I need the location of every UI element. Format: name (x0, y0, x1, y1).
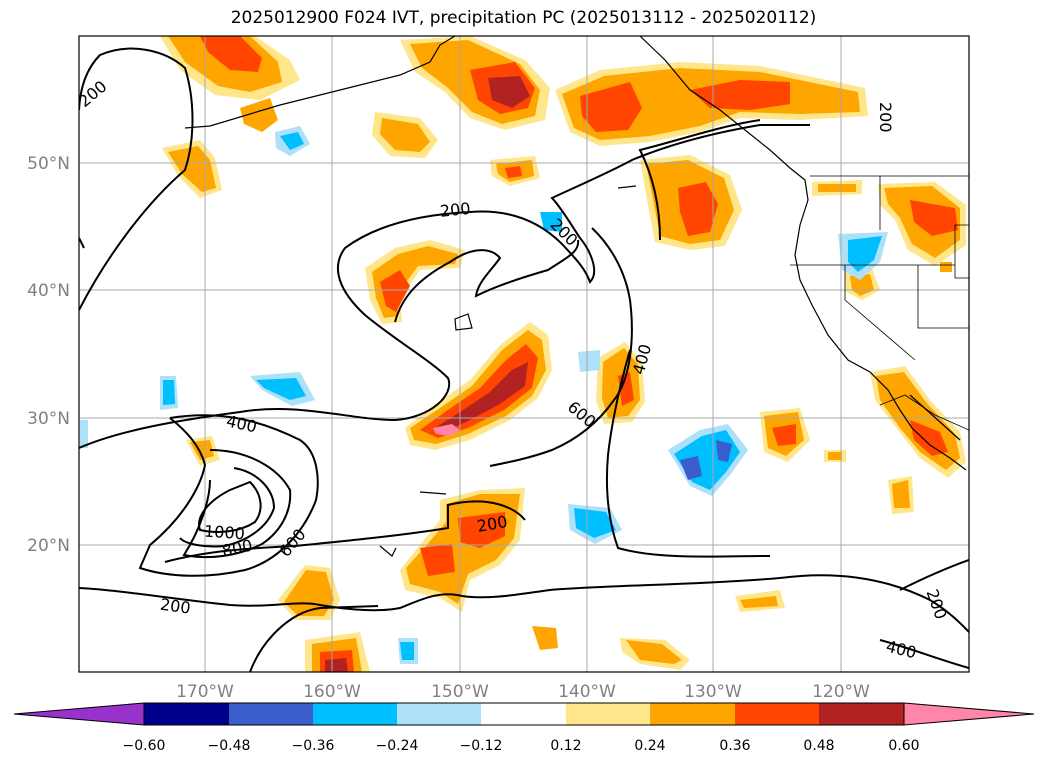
precip-region (680, 456, 702, 480)
precip-region (256, 378, 306, 400)
coastlines (184, 36, 967, 557)
precip-region (505, 166, 522, 178)
precip-region (420, 344, 538, 438)
precip-region (532, 626, 558, 650)
precip-region (574, 508, 616, 538)
ivt-contour-200 (899, 559, 969, 591)
colorbar-tick: 0.36 (719, 738, 750, 754)
precip-region (168, 146, 216, 192)
lon-label: 140°W (558, 682, 616, 702)
precip-region (626, 640, 682, 664)
precip-region (200, 36, 262, 72)
colorbar-bin (481, 703, 566, 725)
precip-region (80, 420, 88, 448)
ivt-contour-400 (605, 349, 771, 558)
longitude-labels: 170°W 160°W 150°W 140°W 130°W 120°W (176, 682, 870, 702)
precip-region (716, 440, 732, 462)
ivt-contour-800 (179, 467, 276, 548)
precip-region (772, 424, 796, 446)
colorbar: −0.60 −0.48 −0.36 −0.24 −0.12 0.12 0.24 … (13, 702, 1035, 754)
precip-region (420, 544, 455, 576)
contour-label: 1000 (203, 521, 245, 543)
colorbar-bin (650, 703, 735, 725)
lat-label: 30°N (27, 409, 70, 429)
colorbar-tick: −0.36 (292, 738, 335, 754)
precip-region (848, 236, 882, 272)
lat-label: 50°N (27, 154, 70, 174)
ivt-contour-200 (249, 605, 379, 672)
precip-region (380, 270, 410, 312)
precip-region (458, 512, 505, 548)
precip-region (678, 182, 718, 236)
precip-region (435, 362, 528, 432)
colorbar-bin (819, 703, 904, 725)
precip-region (433, 424, 460, 436)
colorbar-tick: −0.48 (208, 738, 251, 754)
precip-region (280, 132, 304, 150)
state-borders (790, 175, 969, 431)
precip-region (740, 596, 778, 608)
map-frame (78, 35, 970, 673)
lon-label: 160°W (303, 682, 361, 702)
colorbar-tick: 0.24 (634, 738, 665, 754)
precip-region (488, 76, 530, 108)
colorbar-tick: 0.12 (550, 738, 581, 754)
precip-region (540, 212, 562, 232)
colorbar-tick: 0.48 (803, 738, 834, 754)
map-content: 200 200 200 200 200 200 200 400 400 400 … (79, 36, 969, 672)
lon-label: 170°W (176, 682, 234, 702)
precip-region (892, 480, 910, 508)
graticule (79, 36, 969, 672)
ivt-contour-400 (138, 414, 319, 577)
colorbar-tick: −0.12 (460, 738, 503, 754)
ivt-contour-200 (164, 500, 526, 563)
colorbar-tick: −0.24 (376, 738, 419, 754)
ivt-contours (79, 47, 969, 672)
contour-label: 200 (439, 199, 471, 221)
precip-region (325, 658, 348, 672)
ivt-contour-400 (638, 119, 761, 241)
ivt-contour-400 (879, 639, 969, 669)
ivt-contour-600 (489, 227, 633, 467)
colorbar-bin (229, 703, 313, 725)
ivt-contour-200 (394, 239, 580, 323)
colorbar-extend-low (13, 702, 145, 726)
map-title: 2025012900 F024 IVT, precipitation PC (2… (230, 8, 817, 28)
lon-label: 150°W (431, 682, 489, 702)
precip-region (690, 80, 790, 110)
precip-region (818, 184, 856, 192)
precip-region (400, 642, 414, 660)
precip-region (578, 350, 600, 372)
precip-region (828, 452, 842, 460)
precip-region (940, 262, 952, 272)
contour-label: 200 (876, 102, 895, 133)
precip-region (380, 118, 430, 152)
precip-region (910, 420, 948, 456)
ivt-contour-200 (79, 237, 85, 249)
colorbar-outline (143, 702, 905, 726)
colorbar-tick: 0.60 (888, 738, 919, 754)
precip-region (910, 200, 958, 236)
lon-label: 120°W (812, 682, 870, 702)
lat-label: 20°N (27, 536, 70, 556)
colorbar-bin (735, 703, 819, 725)
colorbar-tick: −0.60 (123, 738, 166, 754)
colorbar-extend-high (903, 702, 1035, 726)
colorbar-bin (313, 703, 397, 725)
precip-region (163, 380, 175, 405)
colorbar-bin (397, 703, 481, 725)
colorbar-bin (566, 703, 650, 725)
colorbar-bin (144, 703, 229, 725)
precip-region (580, 82, 642, 132)
ivt-contour-200 (79, 47, 194, 311)
contour-label: 200 (159, 595, 192, 618)
ivt-contour-200 (79, 574, 969, 633)
ivt-contour-1000 (198, 480, 262, 533)
lon-label: 130°W (684, 682, 742, 702)
precip-region (240, 98, 278, 132)
latitude-labels: 50°N 40°N 30°N 20°N (27, 154, 70, 556)
ivt-contour-600 (182, 449, 292, 559)
lat-label: 40°N (27, 281, 70, 301)
ivt-contour-200 (79, 124, 810, 449)
